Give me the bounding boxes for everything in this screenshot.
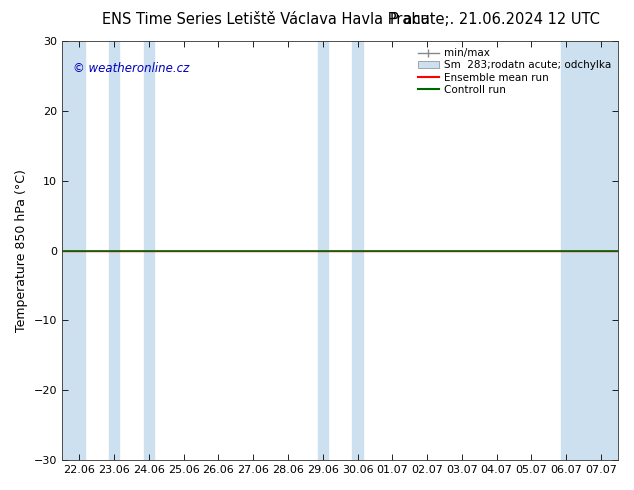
Bar xyxy=(318,41,328,460)
Text: © weatheronline.cz: © weatheronline.cz xyxy=(73,62,190,75)
Bar xyxy=(144,41,154,460)
Bar xyxy=(353,41,363,460)
Bar xyxy=(109,41,119,460)
Text: ENS Time Series Letiště Václava Havla Praha: ENS Time Series Letiště Václava Havla Pr… xyxy=(103,12,430,27)
Bar xyxy=(561,41,618,460)
Legend: min/max, Sm  283;rodatn acute; odchylka, Ensemble mean run, Controll run: min/max, Sm 283;rodatn acute; odchylka, … xyxy=(416,46,613,97)
Bar xyxy=(62,41,84,460)
Text: P acute;. 21.06.2024 12 UTC: P acute;. 21.06.2024 12 UTC xyxy=(389,12,600,27)
Y-axis label: Temperature 850 hPa (°C): Temperature 850 hPa (°C) xyxy=(15,169,28,332)
